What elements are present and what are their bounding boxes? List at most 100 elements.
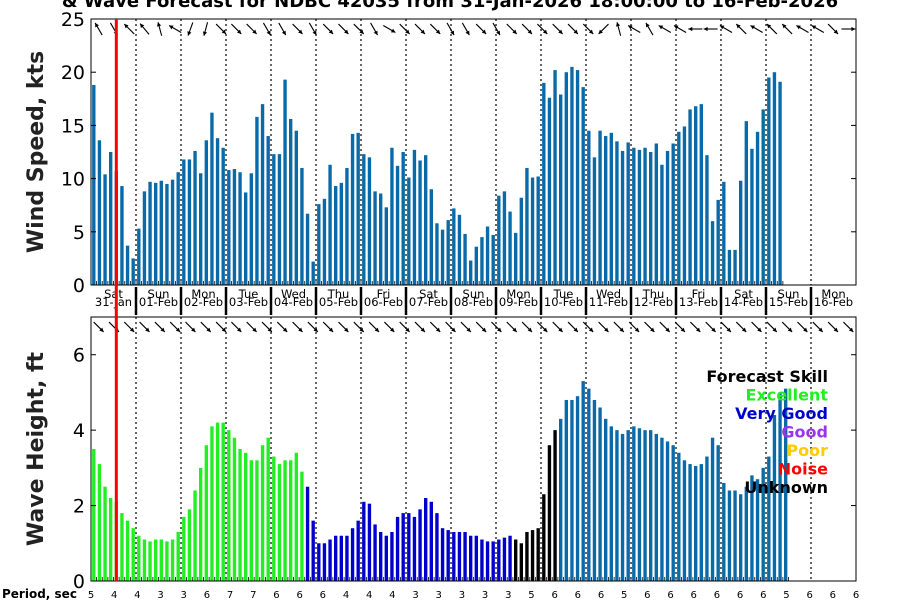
wave-bar — [277, 464, 282, 581]
wave-bar — [238, 449, 242, 581]
wind-bar — [182, 159, 186, 285]
wave-bar — [407, 513, 411, 581]
wind-bar — [587, 130, 591, 285]
period-tick-label: 3 — [412, 590, 418, 600]
wave-direction-arrow — [613, 321, 625, 333]
wind-bar — [677, 131, 681, 285]
wave-direction-arrow — [797, 321, 808, 333]
wind-bar — [575, 70, 580, 286]
wind-direction-arrow — [156, 22, 163, 36]
wind-bar — [671, 143, 675, 285]
wave-bar — [705, 456, 709, 581]
wind-direction-arrow — [139, 23, 150, 35]
wind-bar — [452, 208, 456, 285]
wind-direction-arrow — [703, 26, 718, 32]
date-label: 02-Feb — [184, 295, 223, 309]
wind-bar — [418, 160, 422, 285]
wind-bar — [497, 195, 501, 285]
wave-bar — [120, 513, 124, 581]
wave-direction-arrow — [582, 321, 594, 333]
wind-speed-bars — [92, 66, 782, 286]
wave-bar — [165, 541, 169, 581]
wind-bar — [778, 81, 782, 285]
wind-bar — [604, 136, 608, 285]
wind-bar — [688, 109, 692, 285]
period-tick-label: 7 — [250, 590, 256, 600]
wind-bar — [283, 79, 287, 285]
date-label: 09-Feb — [499, 295, 538, 309]
wave-bar — [649, 430, 653, 581]
wave-bar — [626, 430, 630, 581]
wave-bar — [739, 494, 743, 581]
wave-bar — [289, 460, 293, 581]
wave-direction-arrow — [307, 321, 319, 333]
wave-bar — [632, 426, 636, 581]
wind-direction-arrow — [841, 26, 856, 32]
wind-bar — [542, 82, 546, 285]
wave-bar — [564, 399, 568, 581]
wind-bar — [311, 261, 315, 285]
wind-bar — [193, 150, 197, 285]
wave-direction-arrow — [491, 321, 502, 333]
period-tick-label: 6 — [691, 590, 697, 600]
wave-direction-arrow — [827, 321, 839, 333]
wind-direction-arrow — [627, 25, 641, 33]
wind-bar — [244, 192, 248, 285]
wind-bar — [637, 149, 642, 285]
legend-title: Forecast Skill — [706, 367, 828, 386]
wind-bar — [682, 126, 687, 286]
wave-bar — [401, 513, 405, 581]
wind-bar — [429, 189, 433, 285]
wave-bar — [446, 530, 450, 581]
chart-title: & Wave Forecast for NDBC 42035 from 31-J… — [62, 0, 838, 12]
wind-bar — [165, 183, 169, 285]
wind-bar — [519, 197, 523, 285]
wind-direction-arrows — [94, 22, 856, 36]
wind-bar — [514, 232, 518, 285]
wind-direction-arrow — [461, 22, 470, 36]
wind-bar — [373, 191, 377, 285]
wind-bar — [215, 138, 220, 285]
wave-bar — [727, 490, 732, 581]
wave-bar — [317, 543, 321, 581]
wave-direction-arrow — [644, 321, 655, 333]
wave-bar — [334, 535, 338, 581]
wave-bar — [452, 531, 456, 581]
wave-direction-arrow — [552, 321, 563, 333]
period-tick-label: 3 — [436, 590, 442, 600]
legend-entry-noise: Noise — [778, 460, 828, 479]
wave-bar — [767, 456, 771, 581]
wind-direction-arrow — [429, 23, 441, 35]
wind-bar — [722, 181, 726, 285]
wind-direction-arrow — [262, 22, 271, 36]
wave-direction-arrow — [261, 321, 273, 333]
wind-bar — [154, 182, 158, 285]
period-tick-label: 6 — [737, 590, 743, 600]
wind-bar — [232, 169, 237, 285]
period-tick-label: 6 — [204, 590, 210, 600]
period-tick-label: 6 — [806, 590, 812, 600]
wind-y-tick-label: 10 — [61, 169, 85, 191]
wind-bar — [300, 167, 304, 285]
period-tick-label: 7 — [227, 590, 233, 600]
wind-bar — [525, 167, 529, 285]
wave-bar — [379, 531, 383, 581]
period-tick-label: 5 — [88, 590, 94, 600]
period-axis-label: Period, sec — [2, 587, 77, 600]
wave-bar — [744, 486, 748, 581]
period-tick-label: 4 — [134, 590, 140, 600]
wind-bar — [125, 245, 130, 285]
day-of-week-label: Mon — [506, 287, 530, 301]
day-of-week-label: Sun — [778, 287, 800, 301]
wind-direction-arrow — [168, 25, 182, 33]
wave-direction-arrow — [246, 321, 257, 333]
wind-bar — [255, 116, 259, 285]
wave-bar — [671, 445, 675, 581]
date-label: 14-Feb — [724, 295, 763, 309]
wave-direction-arrow — [292, 321, 303, 333]
wind-bar — [92, 84, 96, 285]
wave-direction-arrow — [445, 321, 456, 333]
wind-bar — [277, 154, 282, 285]
date-label: 04-Feb — [274, 295, 313, 309]
wave-direction-arrow — [751, 321, 762, 333]
